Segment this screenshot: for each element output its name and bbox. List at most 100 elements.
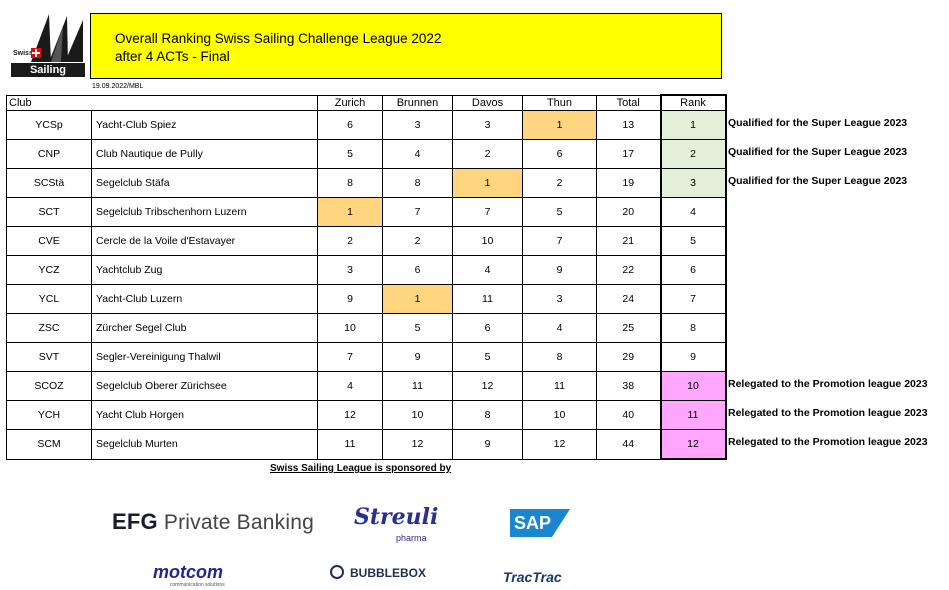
score-davos: 11 bbox=[452, 284, 523, 314]
rank-cell: 10 bbox=[659, 371, 727, 401]
score-davos: 3 bbox=[452, 110, 523, 140]
score-total: 21 bbox=[596, 226, 661, 256]
rank-cell: 3 bbox=[659, 168, 727, 198]
rank-cell: 9 bbox=[659, 342, 727, 372]
note-relegated: Relegated to the Promotion league 2023 bbox=[728, 407, 928, 419]
efg-mark: EFG bbox=[112, 509, 158, 534]
score-total: 19 bbox=[596, 168, 661, 198]
rank-cell: 12 bbox=[659, 429, 727, 460]
header-rank: Rank bbox=[659, 94, 727, 111]
score-brunnen: 11 bbox=[382, 371, 453, 401]
score-total: 38 bbox=[596, 371, 661, 401]
score-zurich: 6 bbox=[317, 110, 383, 140]
table-row: SCStä Segelclub Stäfa 8 8 1 2 19 3 bbox=[6, 168, 727, 198]
score-zurich: 4 bbox=[317, 371, 383, 401]
score-total: 25 bbox=[596, 313, 661, 343]
header-thun: Thun bbox=[522, 94, 597, 111]
club-code: CVE bbox=[6, 226, 92, 256]
score-zurich: 12 bbox=[317, 400, 383, 430]
score-total: 44 bbox=[596, 429, 661, 460]
score-zurich: 2 bbox=[317, 226, 383, 256]
club-name: Segelclub Stäfa bbox=[91, 168, 318, 198]
efg-logo: EFG Private Banking bbox=[112, 509, 314, 535]
score-davos: 8 bbox=[452, 400, 523, 430]
score-thun: 11 bbox=[522, 371, 597, 401]
score-total: 13 bbox=[596, 110, 661, 140]
club-name: Yacht-Club Spiez bbox=[91, 110, 318, 140]
score-thun: 6 bbox=[522, 139, 597, 169]
header-total: Total bbox=[596, 94, 661, 111]
score-zurich: 10 bbox=[317, 313, 383, 343]
motcom-subtitle: communication solutions bbox=[170, 582, 225, 588]
club-name: Segelclub Murten bbox=[91, 429, 318, 460]
header-davos: Davos bbox=[452, 94, 523, 111]
score-brunnen: 1 bbox=[382, 284, 453, 314]
rank-cell: 5 bbox=[659, 226, 727, 256]
rank-cell: 11 bbox=[659, 400, 727, 430]
score-davos: 6 bbox=[452, 313, 523, 343]
score-brunnen: 4 bbox=[382, 139, 453, 169]
note-relegated: Relegated to the Promotion league 2023 bbox=[728, 378, 928, 390]
score-davos: 12 bbox=[452, 371, 523, 401]
score-thun: 12 bbox=[522, 429, 597, 460]
logo-wordmark: Sailing League bbox=[11, 63, 85, 90]
streuli-subtitle: pharma bbox=[396, 533, 427, 543]
bubblebox-logo: BUBBLEBOX bbox=[330, 565, 426, 580]
sap-logo: SAP bbox=[510, 509, 570, 537]
title-line-2: after 4 ACTs - Final bbox=[115, 49, 230, 64]
club-code: YCZ bbox=[6, 255, 92, 285]
score-total: 22 bbox=[596, 255, 661, 285]
score-total: 17 bbox=[596, 139, 661, 169]
score-thun: 5 bbox=[522, 197, 597, 227]
motcom-logo: motcom bbox=[153, 562, 224, 582]
sponsors-title: Swiss Sailing League is sponsored by bbox=[270, 463, 452, 474]
streuli-logo: Streuli bbox=[354, 504, 439, 530]
score-zurich: 1 bbox=[317, 197, 383, 227]
date-stamp: 19.09.2022/MBL bbox=[92, 83, 144, 90]
club-code: YCH bbox=[6, 400, 92, 430]
table-header-row: Club Zurich Brunnen Davos Thun Total Ran… bbox=[6, 94, 727, 111]
efg-text: Private Banking bbox=[163, 511, 314, 534]
rank-cell: 1 bbox=[659, 110, 727, 140]
score-brunnen: 7 bbox=[382, 197, 453, 227]
score-davos: 1 bbox=[452, 168, 523, 198]
header-brunnen: Brunnen bbox=[382, 94, 453, 111]
score-zurich: 7 bbox=[317, 342, 383, 372]
rank-cell: 6 bbox=[659, 255, 727, 285]
score-zurich: 3 bbox=[317, 255, 383, 285]
score-brunnen: 3 bbox=[382, 110, 453, 140]
club-name: Cercle de la Voile d'Estavayer bbox=[91, 226, 318, 256]
club-code: YCSp bbox=[6, 110, 92, 140]
table-row: YCL Yacht-Club Luzern 9 1 11 3 24 7 bbox=[6, 284, 727, 314]
score-brunnen: 9 bbox=[382, 342, 453, 372]
header-club: Club bbox=[6, 94, 318, 111]
score-brunnen: 10 bbox=[382, 400, 453, 430]
score-thun: 4 bbox=[522, 313, 597, 343]
score-brunnen: 5 bbox=[382, 313, 453, 343]
rank-cell: 8 bbox=[659, 313, 727, 343]
score-brunnen: 6 bbox=[382, 255, 453, 285]
title-box: Overall Ranking Swiss Sailing Challenge … bbox=[90, 13, 722, 79]
table-row: SCT Segelclub Tribschenhorn Luzern 1 7 7… bbox=[6, 197, 727, 227]
score-total: 20 bbox=[596, 197, 661, 227]
club-code: YCL bbox=[6, 284, 92, 314]
score-zurich: 5 bbox=[317, 139, 383, 169]
table-row: YCSp Yacht-Club Spiez 6 3 3 1 13 1 bbox=[6, 110, 727, 140]
rank-cell: 7 bbox=[659, 284, 727, 314]
score-davos: 7 bbox=[452, 197, 523, 227]
table-row: SCM Segelclub Murten 11 12 9 12 44 12 bbox=[6, 429, 727, 460]
score-thun: 1 bbox=[522, 110, 597, 140]
score-thun: 10 bbox=[522, 400, 597, 430]
score-total: 29 bbox=[596, 342, 661, 372]
club-code: SVT bbox=[6, 342, 92, 372]
table-row: CVE Cercle de la Voile d'Estavayer 2 2 1… bbox=[6, 226, 727, 256]
club-code: SCStä bbox=[6, 168, 92, 198]
club-name: Zürcher Segel Club bbox=[91, 313, 318, 343]
score-zurich: 9 bbox=[317, 284, 383, 314]
score-davos: 4 bbox=[452, 255, 523, 285]
note-relegated: Relegated to the Promotion league 2023 bbox=[728, 436, 928, 448]
score-thun: 3 bbox=[522, 284, 597, 314]
table-row: YCZ Yachtclub Zug 3 6 4 9 22 6 bbox=[6, 255, 727, 285]
note-qualified: Qualified for the Super League 2023 bbox=[728, 175, 908, 187]
rank-cell: 4 bbox=[659, 197, 727, 227]
